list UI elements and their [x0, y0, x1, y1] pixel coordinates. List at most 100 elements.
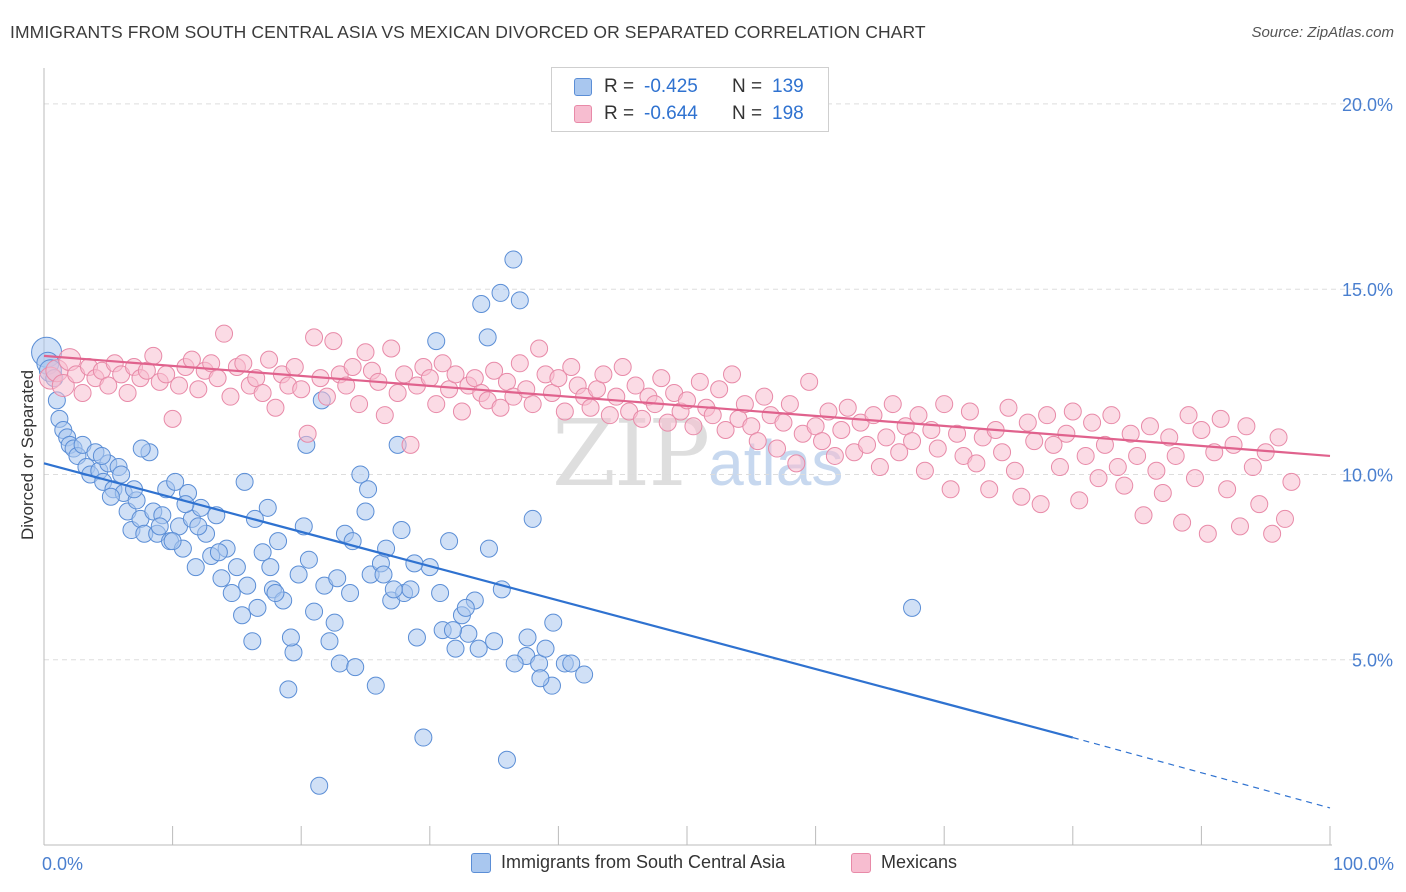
data-point — [542, 383, 561, 402]
data-point — [915, 461, 934, 480]
data-point — [607, 387, 626, 406]
data-point — [374, 565, 393, 584]
legend-r-value: -0.425 — [644, 76, 698, 97]
data-point — [780, 395, 799, 414]
data-point — [742, 417, 761, 436]
data-point — [247, 369, 266, 388]
data-point — [325, 613, 344, 632]
data-point — [755, 387, 774, 406]
data-point — [260, 350, 279, 369]
data-point — [234, 354, 253, 373]
data-point — [549, 369, 568, 388]
data-point — [703, 406, 722, 425]
legend-row-blue: R = -0.425 N = 139 — [574, 75, 804, 99]
data-point — [555, 402, 574, 421]
data-point — [375, 406, 394, 425]
data-point — [948, 424, 967, 443]
data-point — [305, 602, 324, 621]
data-point — [587, 380, 606, 399]
data-point — [456, 598, 475, 617]
legend-r-label: R = — [604, 103, 635, 124]
data-point — [359, 480, 378, 499]
data-point — [235, 472, 254, 491]
data-point — [530, 339, 549, 358]
data-point — [433, 354, 452, 373]
data-point — [186, 558, 205, 577]
data-point — [832, 421, 851, 440]
data-point — [1211, 409, 1230, 428]
data-point — [1179, 406, 1198, 425]
data-point — [536, 639, 555, 658]
data-point — [825, 446, 844, 465]
data-point — [1031, 495, 1050, 514]
data-point — [163, 409, 182, 428]
data-point — [253, 383, 272, 402]
trend-line-extension — [1072, 736, 1331, 809]
legend-item-mexicans: Mexicans — [851, 852, 957, 873]
data-point — [1115, 476, 1134, 495]
data-point — [838, 398, 857, 417]
data-point — [1160, 428, 1179, 447]
data-point — [1038, 406, 1057, 425]
data-point — [491, 398, 510, 417]
data-point — [1057, 424, 1076, 443]
data-point — [1243, 458, 1262, 477]
data-point — [366, 676, 385, 695]
data-point — [510, 354, 529, 373]
data-point — [51, 374, 75, 398]
series-pink-points — [38, 324, 1301, 543]
data-point — [440, 532, 459, 551]
data-point — [1134, 506, 1153, 525]
data-point — [401, 580, 420, 599]
trend-line — [43, 354, 1331, 458]
data-point — [227, 558, 246, 577]
data-point — [144, 346, 163, 365]
data-point — [73, 383, 92, 402]
data-point — [132, 439, 151, 458]
data-point — [382, 339, 401, 358]
data-point — [305, 328, 324, 347]
data-point — [266, 398, 285, 417]
data-point — [600, 406, 619, 425]
data-point — [388, 383, 407, 402]
data-point — [632, 409, 651, 428]
data-point — [328, 569, 347, 588]
data-point — [935, 395, 954, 414]
data-point — [459, 624, 478, 643]
y-tick-label: 10.0% — [1342, 465, 1393, 485]
data-point — [1070, 491, 1089, 510]
data-point — [221, 387, 240, 406]
data-point — [414, 728, 433, 747]
data-point — [261, 558, 280, 577]
data-point — [189, 380, 208, 399]
legend-n-label: N = — [732, 76, 763, 97]
data-point — [748, 432, 767, 451]
data-point — [479, 539, 498, 558]
data-point — [1153, 483, 1172, 502]
data-point — [505, 654, 524, 673]
data-point — [1198, 524, 1217, 543]
data-point — [768, 439, 787, 458]
data-point — [289, 565, 308, 584]
data-point — [1083, 413, 1102, 432]
data-point — [478, 328, 497, 347]
data-point — [298, 424, 317, 443]
data-point — [716, 421, 735, 440]
data-point — [465, 369, 484, 388]
y-tick-label: 15.0% — [1342, 280, 1393, 300]
data-point — [279, 680, 298, 699]
data-point — [163, 532, 182, 551]
data-point — [1147, 461, 1166, 480]
data-point — [285, 358, 304, 377]
data-point — [531, 669, 550, 688]
data-point — [317, 387, 336, 406]
data-point — [903, 598, 922, 617]
data-point — [209, 543, 228, 562]
data-point — [1076, 446, 1095, 465]
data-point — [343, 358, 362, 377]
data-point — [281, 628, 300, 647]
data-point — [472, 295, 491, 314]
data-point — [774, 413, 793, 432]
data-point — [1166, 446, 1185, 465]
